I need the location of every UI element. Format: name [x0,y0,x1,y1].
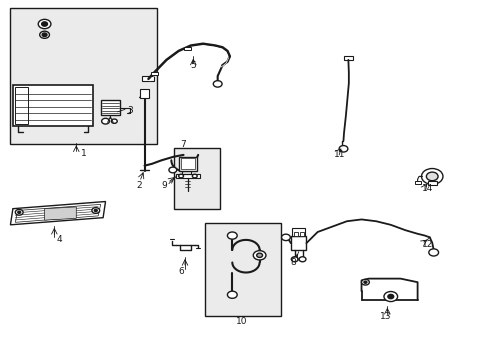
Circle shape [426,172,437,181]
Text: 5: 5 [190,61,196,70]
Bar [293,232,297,235]
Circle shape [41,22,47,26]
Text: 6: 6 [178,267,183,276]
Bar [10,8,157,144]
Text: 3: 3 [127,105,133,114]
Circle shape [338,145,347,152]
Bar [205,223,281,316]
Polygon shape [44,207,76,220]
Text: 2: 2 [137,181,142,190]
Circle shape [102,118,109,124]
Circle shape [387,294,393,299]
Bar [140,89,149,98]
Circle shape [299,257,305,262]
Text: 7: 7 [180,140,186,149]
Bar [151,72,158,75]
Bar [178,157,197,171]
Bar [344,55,352,60]
Bar [427,181,436,185]
Bar [181,158,194,169]
Bar [101,100,120,115]
Circle shape [428,249,438,256]
Bar [183,46,190,50]
Text: 14: 14 [421,184,432,193]
Bar [299,232,303,235]
Circle shape [42,33,47,37]
Bar [13,85,93,126]
Circle shape [281,234,290,240]
Circle shape [363,281,366,283]
Text: 13: 13 [379,312,391,321]
Circle shape [111,119,117,123]
Circle shape [213,81,222,87]
Circle shape [15,210,23,215]
Circle shape [253,251,265,260]
Text: 4: 4 [56,235,62,244]
Text: 1: 1 [81,149,86,158]
Text: 10: 10 [236,317,247,326]
Circle shape [168,167,176,173]
Text: 8: 8 [290,258,296,267]
Bar [414,181,420,184]
Bar [142,76,154,81]
Bar [173,148,220,209]
Circle shape [178,174,183,178]
Circle shape [256,253,262,257]
Circle shape [421,168,442,184]
Text: 9: 9 [161,181,166,190]
Bar [290,236,306,250]
Polygon shape [10,202,105,225]
Bar [15,87,27,125]
Polygon shape [15,204,101,222]
Circle shape [227,232,237,239]
Circle shape [40,31,49,39]
Circle shape [383,292,397,302]
Circle shape [227,291,237,298]
Circle shape [192,174,197,178]
Bar [292,228,305,236]
Circle shape [38,19,51,29]
Circle shape [361,279,368,285]
Circle shape [291,257,298,262]
Circle shape [92,208,100,213]
Text: 11: 11 [333,150,345,159]
Circle shape [94,210,97,212]
Bar [176,174,199,178]
Text: 12: 12 [421,240,432,249]
Circle shape [18,211,20,213]
